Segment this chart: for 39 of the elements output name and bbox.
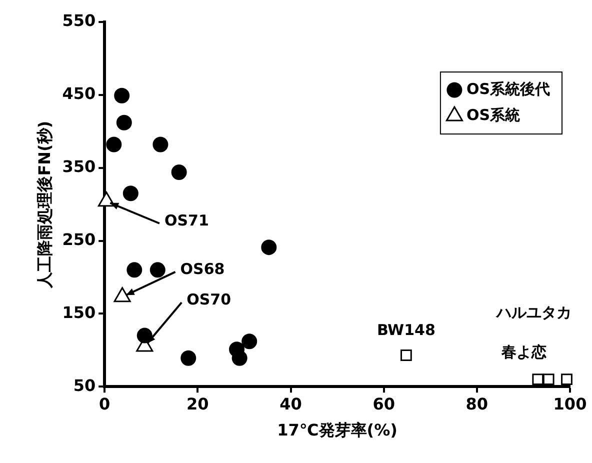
y-axis-title: 人工降雨処理後FN(秒) <box>34 120 54 289</box>
x-tick-label: 100 <box>553 394 587 414</box>
annotation: OS70 <box>186 290 232 308</box>
point <box>561 374 572 386</box>
annotation: OS71 <box>164 211 209 230</box>
point <box>152 136 168 152</box>
point <box>242 334 258 350</box>
point <box>116 114 132 130</box>
point <box>122 186 138 202</box>
point <box>150 262 166 278</box>
legend-label: OS系統 <box>466 106 520 124</box>
x-axis-title: 17℃発芽率(%) <box>277 420 398 440</box>
x-tick-label: 20 <box>186 394 209 414</box>
point <box>542 374 554 386</box>
y-tick-label: 450 <box>62 84 96 104</box>
point <box>180 350 196 366</box>
y-tick-label: 550 <box>62 11 96 30</box>
point <box>232 350 248 366</box>
point <box>400 350 412 361</box>
x-tick-label: 80 <box>466 394 488 414</box>
point <box>261 240 277 256</box>
y-tick-label: 350 <box>62 156 96 176</box>
y-tick-label: 50 <box>73 376 96 395</box>
y-tick-label: 150 <box>62 302 96 322</box>
point <box>136 328 152 344</box>
x-tick-label: 60 <box>372 394 395 414</box>
x-tick-label: 40 <box>280 394 302 414</box>
point <box>171 164 187 180</box>
point <box>532 374 544 386</box>
x-tick-label: 0 <box>99 394 110 414</box>
legend-label: OS系統後代 <box>466 80 550 98</box>
annotation: ハルユタカ <box>496 304 572 322</box>
point <box>114 88 130 104</box>
annotation: BW148 <box>376 321 436 340</box>
annotation: 春よ恋 <box>500 343 546 362</box>
annotation: OS68 <box>180 260 225 278</box>
point <box>126 262 142 278</box>
y-tick-label: 250 <box>62 230 96 249</box>
point <box>106 136 122 152</box>
